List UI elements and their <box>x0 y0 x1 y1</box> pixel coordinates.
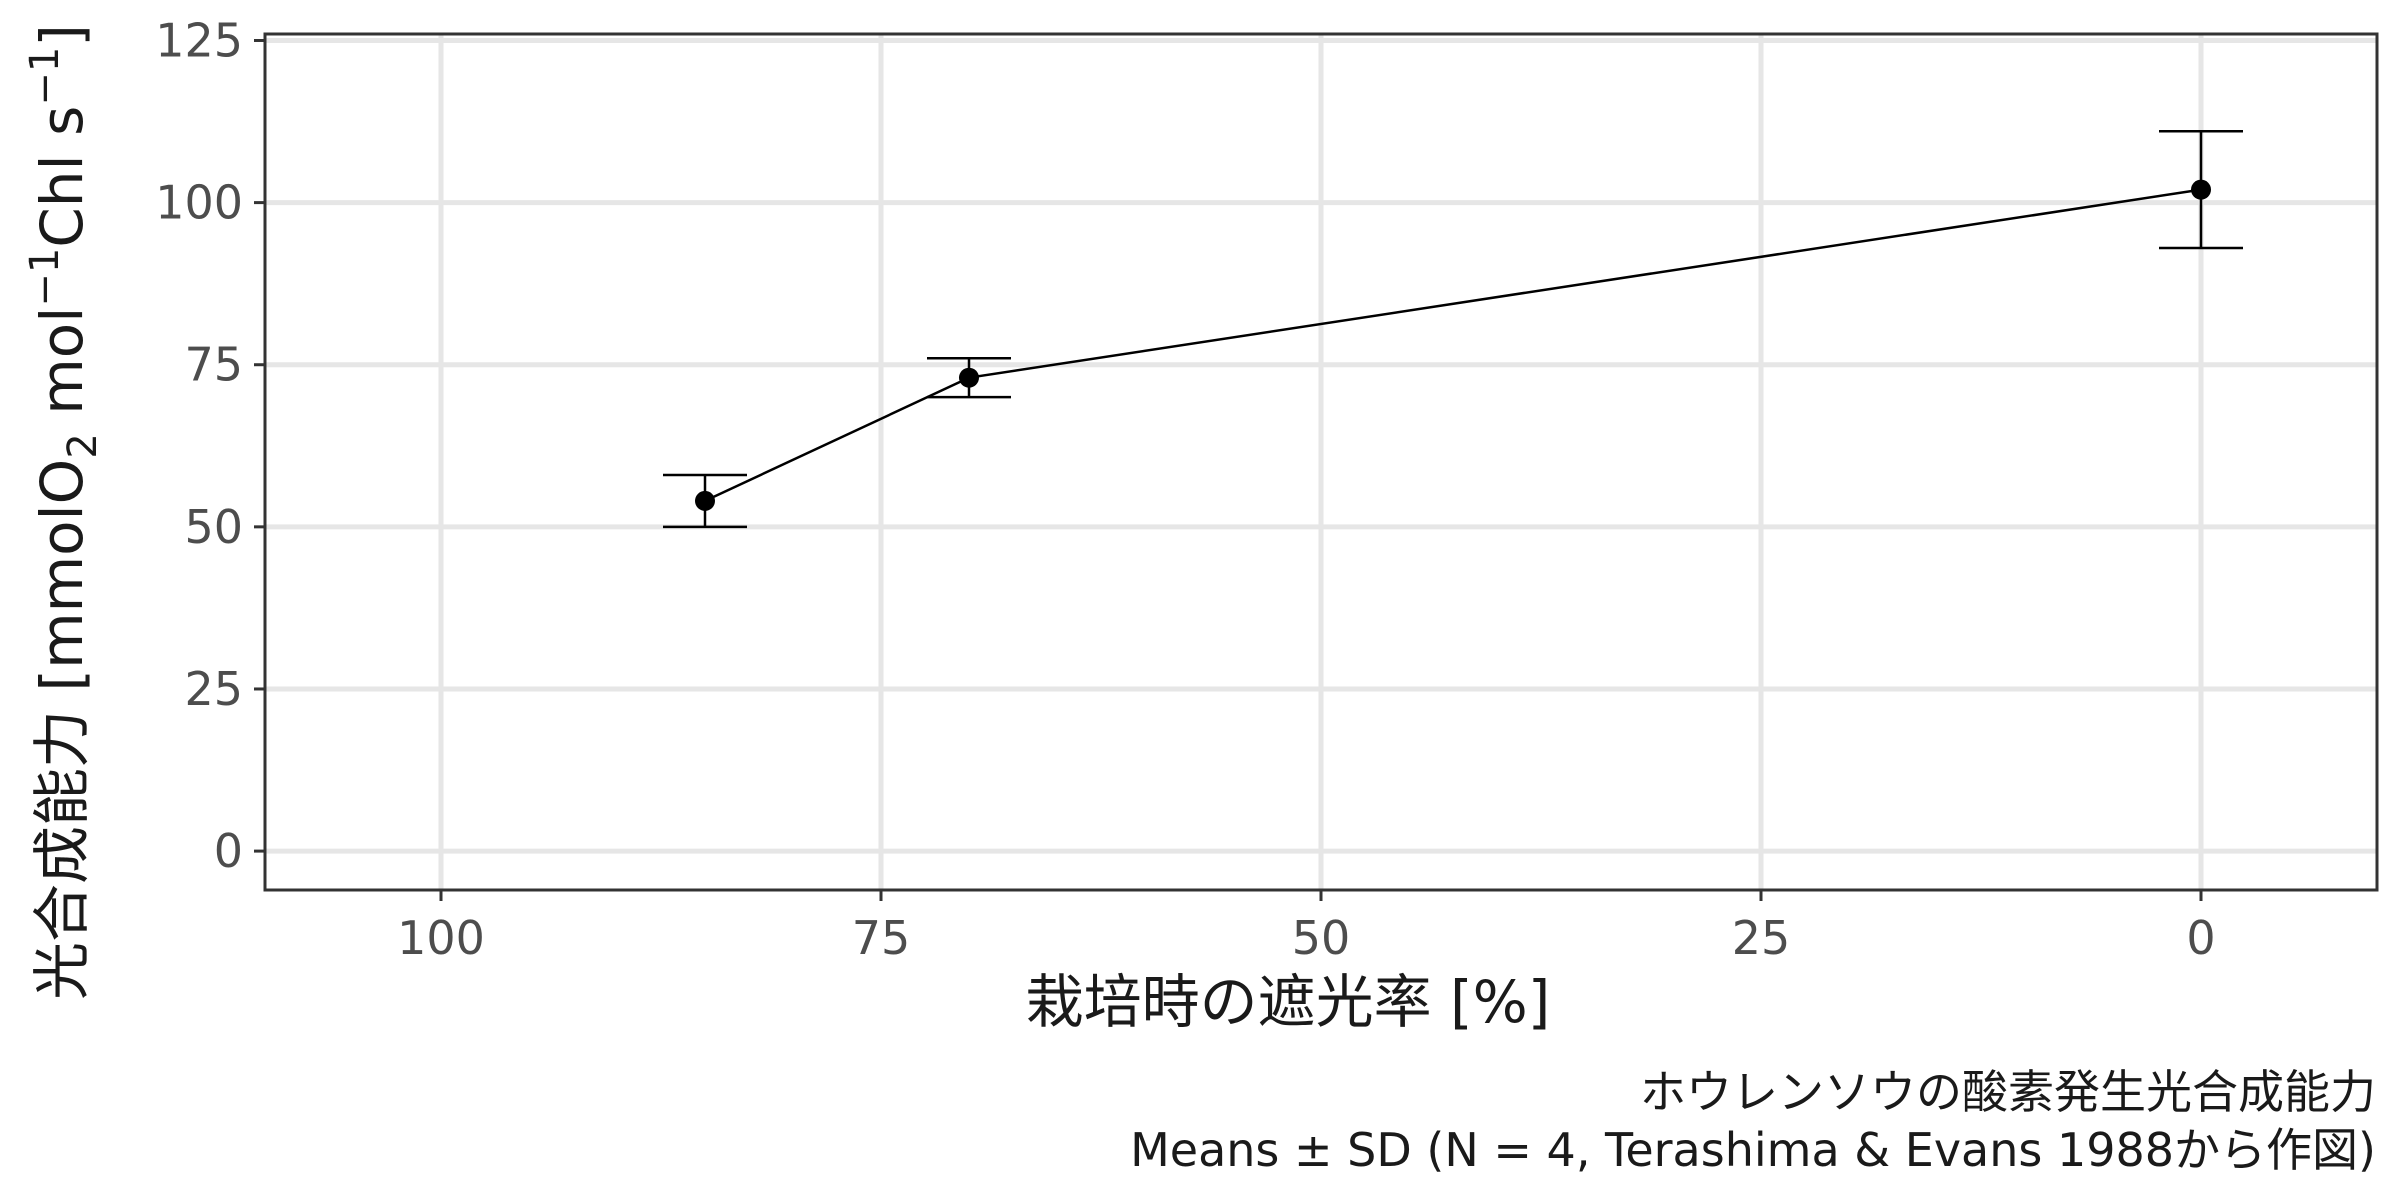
y-axis-title-after: Chl s <box>28 106 96 248</box>
y-tick-label: 50 <box>184 500 243 554</box>
caption-source: Means ± SD (N = 4, Terashima & Evans 198… <box>1130 1123 2376 1177</box>
y-axis-title-main: 光合成能力 [mmolO <box>28 459 96 1000</box>
series-line <box>704 188 2202 503</box>
y-tick-label: 0 <box>214 824 243 878</box>
grid-layer <box>265 34 2377 890</box>
y-tick-label: 125 <box>155 13 243 67</box>
y-axis-title-subscript: 2 <box>60 433 106 458</box>
y-axis-title: 光合成能力 [mmolO2 mol−1Chl s−1] <box>22 24 106 1000</box>
x-tick-label: 100 <box>397 911 485 965</box>
y-axis-title-superscript-2: −1 <box>22 47 68 106</box>
y-tick-label: 25 <box>184 662 243 716</box>
x-tick-label: 50 <box>1292 911 1351 965</box>
series-layer <box>663 130 2243 529</box>
x-axis-title: 栽培時の遮光率 [%] <box>1026 968 1551 1036</box>
caption-title: ホウレンソウの酸素発生光合成能力 <box>1640 1065 2376 1119</box>
x-tick-label: 75 <box>852 911 911 965</box>
y-tick-label: 100 <box>155 176 243 230</box>
y-tick-label: 75 <box>184 338 243 392</box>
y-axis-title-mid: mol <box>28 307 96 434</box>
data-point <box>695 490 715 511</box>
y-axis-title-close: ] <box>28 24 96 47</box>
ticks-layer: 100 75 50 25 0 0 25 50 75 100 125 <box>155 13 2215 965</box>
data-point <box>2191 179 2211 200</box>
x-tick-label: 25 <box>1732 911 1791 965</box>
x-tick-label: 0 <box>2186 911 2215 965</box>
data-point <box>959 367 979 388</box>
y-axis-title-superscript-1: −1 <box>22 248 68 307</box>
